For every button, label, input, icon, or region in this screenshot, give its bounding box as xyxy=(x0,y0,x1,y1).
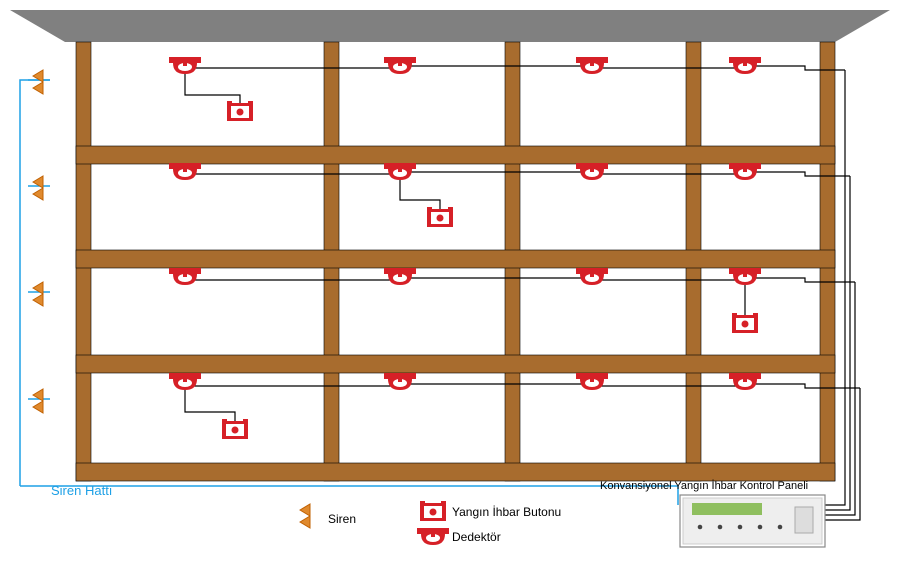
detector-icon xyxy=(169,163,201,180)
siren-icon xyxy=(33,389,43,413)
detector-icon xyxy=(729,57,761,74)
beam-horizontal xyxy=(76,355,835,373)
detector-icon xyxy=(729,163,761,180)
diagram-svg xyxy=(0,0,900,563)
detector-icon xyxy=(576,268,608,285)
detector-icon xyxy=(576,163,608,180)
beam-horizontal xyxy=(76,146,835,164)
siren-icon xyxy=(33,282,43,306)
detector-icon xyxy=(169,57,201,74)
legend-callpoint-text: Yangın İhbar Butonu xyxy=(452,505,561,519)
beam-horizontal xyxy=(76,463,835,481)
detector-icon xyxy=(384,57,416,74)
detector-icon xyxy=(384,373,416,390)
siren-icon xyxy=(33,176,43,200)
callpoint-icon xyxy=(732,313,758,333)
callpoint-icon xyxy=(427,207,453,227)
detector-icon xyxy=(417,528,449,545)
siren-to-panel xyxy=(20,486,678,505)
detector-icon xyxy=(576,373,608,390)
siren-line-label: Siren Hattı xyxy=(51,483,112,498)
siren-bus xyxy=(20,80,50,486)
detector-icon xyxy=(384,163,416,180)
beam-horizontal xyxy=(76,250,835,268)
detector-icon xyxy=(729,373,761,390)
detector-icon xyxy=(169,373,201,390)
detector-icon xyxy=(729,268,761,285)
legend-detector-text: Dedektör xyxy=(452,530,501,544)
siren-icon xyxy=(300,504,310,528)
panel-label: Konvansiyonel Yangın İhbar Kontrol Panel… xyxy=(600,480,808,492)
callpoint-icon xyxy=(222,419,248,439)
roof xyxy=(10,10,890,42)
detector-icon xyxy=(169,268,201,285)
detector-icon xyxy=(576,57,608,74)
diagram-stage: Siren Hattı Konvansiyonel Yangın İhbar K… xyxy=(0,0,900,563)
siren-icon xyxy=(33,70,43,94)
detector-icon xyxy=(384,268,416,285)
zone-wire xyxy=(185,384,860,424)
callpoint-icon xyxy=(420,501,446,521)
control-panel xyxy=(680,495,825,547)
legend-siren-text: Siren xyxy=(328,512,356,526)
callpoint-icon xyxy=(227,101,253,121)
